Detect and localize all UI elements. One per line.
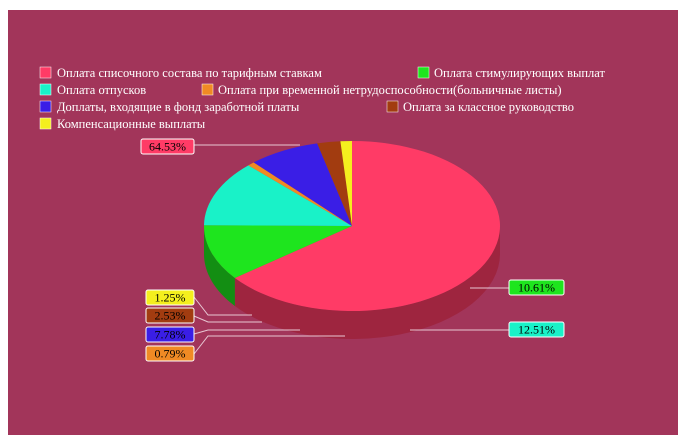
data-label: 64.53% bbox=[149, 140, 186, 154]
legend-swatch bbox=[39, 66, 52, 79]
pie-slice bbox=[204, 165, 352, 226]
leader-line bbox=[193, 335, 345, 355]
legend-label: Оплата отпусков bbox=[57, 83, 146, 97]
legend-swatch bbox=[417, 66, 430, 79]
pie-slice bbox=[340, 141, 352, 226]
data-label-box bbox=[508, 321, 565, 338]
data-label: 12.51% bbox=[518, 323, 555, 337]
data-label: 2.53% bbox=[155, 309, 186, 323]
pie-slice bbox=[234, 141, 501, 312]
legend-label: Компенсационные выплаты bbox=[57, 117, 206, 131]
legend-label: Оплата стимулирующих выплат bbox=[434, 66, 606, 80]
data-label-box bbox=[145, 326, 195, 343]
legend-swatch bbox=[386, 100, 399, 113]
data-label-box bbox=[508, 279, 565, 296]
leader-line bbox=[193, 296, 252, 316]
legend-swatch bbox=[39, 100, 52, 113]
data-label-box bbox=[140, 138, 195, 155]
data-label: 0.79% bbox=[155, 347, 186, 361]
leader-line bbox=[193, 315, 262, 323]
pie-slice bbox=[317, 141, 352, 226]
legend-swatch bbox=[201, 83, 214, 96]
data-labels: 64.53% 10.61% 12.51% 0.79% 7.78% 2.53% 1.25% bbox=[140, 138, 565, 362]
pie-slice-side bbox=[204, 226, 235, 306]
pie-slice bbox=[248, 162, 352, 226]
pie-slice-side bbox=[234, 226, 500, 339]
legend-label: Оплата за классное руководство bbox=[403, 100, 574, 114]
pie-slices bbox=[204, 141, 501, 339]
data-label: 1.25% bbox=[155, 291, 186, 305]
data-label: 7.78% bbox=[155, 328, 186, 342]
data-label-box bbox=[145, 289, 195, 306]
legend-label: Оплата при временной нетрудоспособности(… bbox=[218, 83, 562, 97]
data-label-box bbox=[145, 307, 195, 324]
pie-slice bbox=[253, 143, 352, 226]
legend-swatch bbox=[39, 117, 52, 130]
leader-line bbox=[193, 329, 300, 335]
legend-swatch bbox=[39, 83, 52, 96]
legend-label: Доплаты, входящие в фонд заработной плат… bbox=[57, 100, 300, 114]
pie-slice bbox=[204, 225, 352, 278]
data-label: 10.61% bbox=[518, 281, 555, 295]
legend: Оплата списочного состава по тарифным ст… bbox=[39, 66, 606, 131]
data-label-box bbox=[145, 345, 195, 362]
legend-label: Оплата списочного состава по тарифным ст… bbox=[57, 66, 322, 80]
